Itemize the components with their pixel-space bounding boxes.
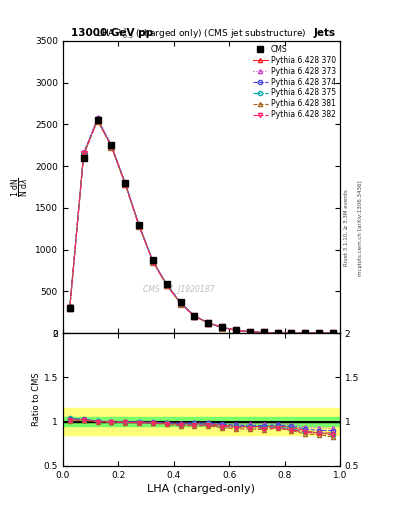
Bar [63, 417, 340, 426]
Text: mcplots.cern.ch [arXiv:1306.3436]: mcplots.cern.ch [arXiv:1306.3436] [358, 180, 363, 275]
Text: 13000 GeV pp: 13000 GeV pp [71, 28, 153, 38]
Text: Jets: Jets [314, 28, 336, 38]
Text: Rivet 3.1.10, ≥ 3.3M events: Rivet 3.1.10, ≥ 3.3M events [344, 189, 349, 266]
Y-axis label: Ratio to CMS: Ratio to CMS [32, 373, 41, 426]
X-axis label: LHA (charged-only): LHA (charged-only) [147, 484, 255, 494]
Y-axis label: $\frac{1}{\mathrm{N}} \frac{\mathrm{dN}}{\mathrm{d}\lambda}$: $\frac{1}{\mathrm{N}} \frac{\mathrm{dN}}… [9, 177, 31, 197]
Title: LHA $\lambda^{1}_{0.5}$ (charged only) (CMS jet substructure): LHA $\lambda^{1}_{0.5}$ (charged only) (… [96, 26, 307, 41]
Bar [63, 409, 340, 435]
Text: CMS    1_J1920187: CMS 1_J1920187 [143, 285, 215, 294]
Legend: CMS, Pythia 6.428 370, Pythia 6.428 373, Pythia 6.428 374, Pythia 6.428 375, Pyt: CMS, Pythia 6.428 370, Pythia 6.428 373,… [251, 43, 338, 121]
